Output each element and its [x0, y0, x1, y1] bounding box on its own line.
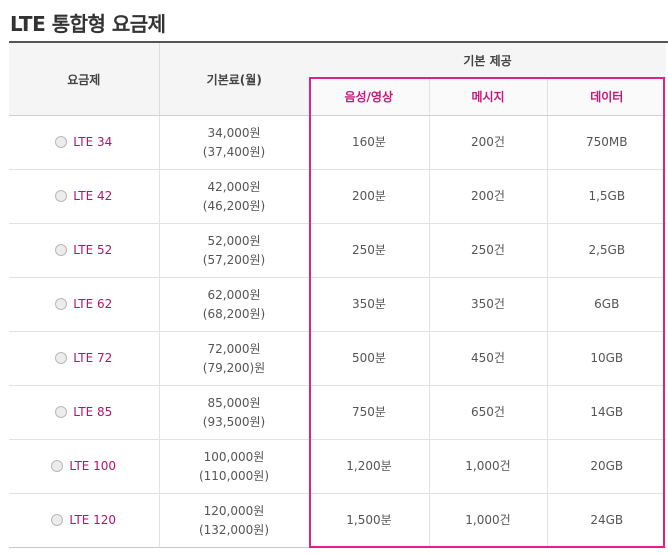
plan-radio[interactable] — [55, 243, 68, 256]
plan-radio[interactable] — [55, 135, 68, 148]
monthly-fee-vat: (110,000원) — [198, 468, 270, 483]
plan-name: LTE 34 — [73, 135, 113, 149]
plan-cell: LTE 42 — [9, 169, 160, 224]
fee-cell: 85,000원 (93,500원) — [159, 385, 310, 440]
monthly-fee-vat: (132,000원) — [198, 522, 270, 537]
title-divider — [9, 41, 668, 43]
message-cell: 250건 — [429, 223, 548, 278]
voice-cell: 250분 — [309, 223, 430, 278]
plan-cell: LTE 62 — [9, 277, 160, 332]
plan-name: LTE 85 — [73, 405, 113, 419]
monthly-fee-vat: (79,200)원 — [202, 360, 266, 375]
plan-radio[interactable] — [55, 351, 68, 364]
plan-cell: LTE 85 — [9, 385, 160, 440]
table-row: LTE 62 62,000원 (68,200원) 350분 350건 6GB — [9, 277, 667, 332]
data-cell: 14GB — [547, 385, 667, 440]
header-voice-video: 음성/영상 — [309, 77, 429, 116]
data-cell: 2,5GB — [547, 223, 667, 278]
table-row: LTE 100 100,000원 (110,000원) 1,200분 1,000… — [9, 439, 667, 494]
message-cell: 200건 — [429, 115, 548, 170]
message-cell: 200건 — [429, 169, 548, 224]
voice-cell: 1,200분 — [309, 439, 430, 494]
rate-plan-table: 요금제 기본료(월) 기본 제공 음성/영상 메시지 데이터 LTE 34 34… — [9, 43, 667, 548]
voice-cell: 1,500분 — [309, 493, 430, 548]
plan-radio[interactable] — [55, 405, 68, 418]
monthly-fee: 120,000원 — [203, 503, 265, 518]
message-cell: 650건 — [429, 385, 548, 440]
plan-name: LTE 62 — [73, 297, 113, 311]
monthly-fee: 72,000원 — [207, 341, 261, 356]
voice-cell: 750분 — [309, 385, 430, 440]
plan-cell: LTE 100 — [9, 439, 160, 494]
plan-radio[interactable] — [55, 189, 68, 202]
fee-cell: 100,000원 (110,000원) — [159, 439, 310, 494]
plan-name: LTE 120 — [69, 513, 117, 527]
data-cell: 750MB — [547, 115, 667, 170]
message-cell: 1,000건 — [429, 493, 548, 548]
monthly-fee: 85,000원 — [207, 395, 261, 410]
plan-cell: LTE 52 — [9, 223, 160, 278]
fee-cell: 42,000원 (46,200원) — [159, 169, 310, 224]
fee-cell: 34,000원 (37,400원) — [159, 115, 310, 170]
monthly-fee: 100,000원 — [203, 449, 265, 464]
data-cell: 1,5GB — [547, 169, 667, 224]
data-cell: 10GB — [547, 331, 667, 386]
data-cell: 6GB — [547, 277, 667, 332]
voice-cell: 200분 — [309, 169, 430, 224]
header-monthly-fee: 기본료(월) — [159, 43, 309, 116]
plan-name: LTE 42 — [73, 189, 113, 203]
message-cell: 1,000건 — [429, 439, 548, 494]
plan-radio[interactable] — [51, 513, 64, 526]
table-row: LTE 34 34,000원 (37,400원) 160분 200건 750MB — [9, 115, 667, 170]
table-row: LTE 72 72,000원 (79,200)원 500분 450건 10GB — [9, 331, 667, 386]
header-data: 데이터 — [546, 77, 667, 116]
plan-name: LTE 72 — [73, 351, 113, 365]
plan-radio[interactable] — [51, 459, 64, 472]
page-title: LTE 통합형 요금제 — [10, 12, 166, 36]
data-cell: 20GB — [547, 439, 667, 494]
fee-cell: 120,000원 (132,000원) — [159, 493, 310, 548]
fee-cell: 72,000원 (79,200)원 — [159, 331, 310, 386]
plan-cell: LTE 120 — [9, 493, 160, 548]
table-row: LTE 42 42,000원 (46,200원) 200분 200건 1,5GB — [9, 169, 667, 224]
monthly-fee-vat: (37,400원) — [202, 144, 266, 159]
plan-cell: LTE 34 — [9, 115, 160, 170]
message-cell: 350건 — [429, 277, 548, 332]
table-row: LTE 52 52,000원 (57,200원) 250분 250건 2,5GB — [9, 223, 667, 278]
voice-cell: 500분 — [309, 331, 430, 386]
voice-cell: 160분 — [309, 115, 430, 170]
fee-cell: 52,000원 (57,200원) — [159, 223, 310, 278]
plan-name: LTE 100 — [69, 459, 117, 473]
monthly-fee-vat: (46,200원) — [202, 198, 266, 213]
data-cell: 24GB — [547, 493, 667, 548]
fee-cell: 62,000원 (68,200원) — [159, 277, 310, 332]
monthly-fee-vat: (68,200원) — [202, 306, 266, 321]
header-basic-provision: 기본 제공 — [309, 43, 667, 78]
voice-cell: 350분 — [309, 277, 430, 332]
plan-radio[interactable] — [55, 297, 68, 310]
table-row: LTE 85 85,000원 (93,500원) 750분 650건 14GB — [9, 385, 667, 440]
plan-cell: LTE 72 — [9, 331, 160, 386]
message-cell: 450건 — [429, 331, 548, 386]
monthly-fee: 52,000원 — [207, 233, 261, 248]
monthly-fee: 34,000원 — [207, 125, 261, 140]
header-message: 메시지 — [428, 77, 547, 116]
header-plan: 요금제 — [9, 43, 160, 116]
table-row: LTE 120 120,000원 (132,000원) 1,500분 1,000… — [9, 493, 667, 548]
plan-name: LTE 52 — [73, 243, 113, 257]
monthly-fee: 42,000원 — [207, 179, 261, 194]
monthly-fee-vat: (57,200원) — [202, 252, 266, 267]
monthly-fee-vat: (93,500원) — [202, 414, 266, 429]
monthly-fee: 62,000원 — [207, 287, 261, 302]
